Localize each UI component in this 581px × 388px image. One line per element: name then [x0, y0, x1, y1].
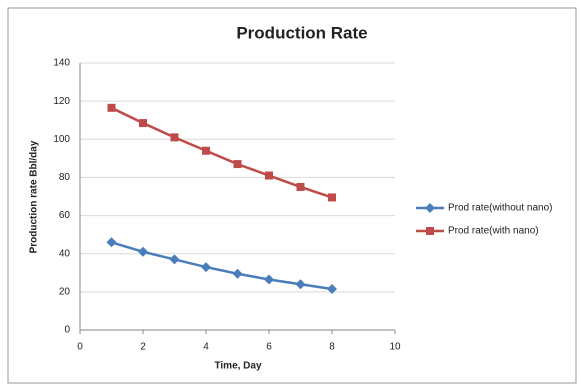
marker — [232, 268, 243, 279]
y-tick-label: 80 — [59, 172, 71, 183]
series-line — [110, 106, 333, 199]
series-line — [111, 241, 333, 291]
x-tick-label: 6 — [266, 342, 272, 353]
marker — [426, 227, 434, 235]
x-tick-label: 0 — [77, 342, 83, 353]
x-tick-label: 4 — [203, 342, 209, 353]
marker — [139, 119, 147, 128]
y-axis-title: Production rate Bbl/day — [29, 140, 40, 253]
chart-border — [7, 7, 577, 384]
x-tick-label: 10 — [389, 342, 401, 353]
marker — [138, 246, 148, 257]
marker — [296, 182, 305, 191]
marker — [201, 262, 211, 273]
chart-title: Production Rate — [236, 23, 367, 42]
marker — [202, 146, 210, 155]
marker — [170, 133, 179, 142]
legend-label: Prod rate(with nano) — [448, 226, 539, 237]
y-tick-label: 0 — [64, 325, 70, 336]
x-axis-title: Time, Day — [214, 361, 261, 372]
y-tick-label: 40 — [59, 248, 71, 259]
marker — [327, 283, 337, 294]
y-tick-label: 100 — [53, 134, 70, 145]
x-tick-label: 2 — [140, 342, 146, 353]
marker — [265, 171, 273, 180]
marker — [425, 203, 435, 213]
y-tick-label: 20 — [59, 286, 71, 297]
marker — [169, 254, 180, 265]
x-tick-label: 8 — [329, 342, 335, 353]
marker — [106, 237, 117, 248]
y-tick-label: 140 — [53, 58, 70, 69]
y-tick-label: 60 — [59, 210, 71, 221]
legend-label: Prod rate(without nano) — [448, 203, 553, 214]
marker — [107, 103, 116, 112]
marker — [295, 279, 306, 290]
marker — [328, 193, 336, 202]
marker — [233, 160, 242, 169]
marker — [264, 274, 274, 285]
y-tick-label: 120 — [53, 96, 70, 107]
